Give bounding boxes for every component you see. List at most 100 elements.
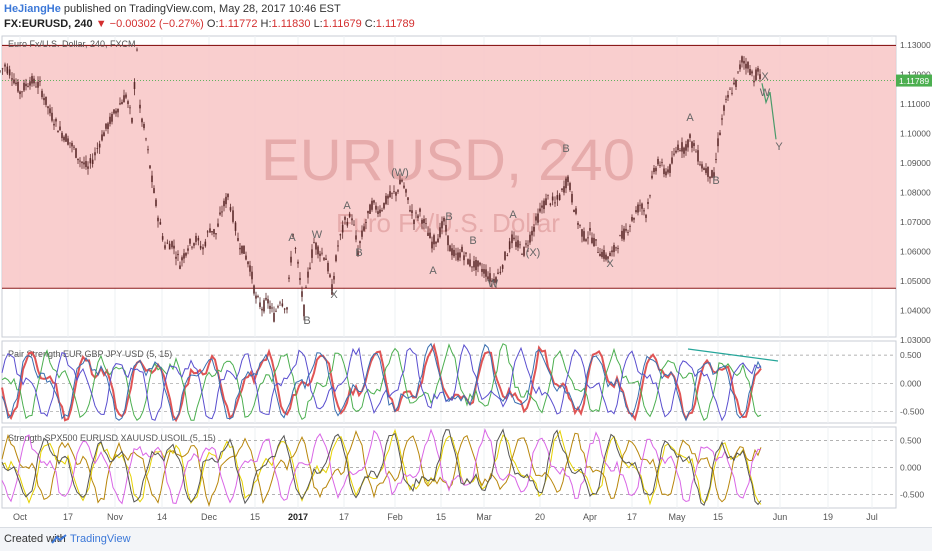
low-label: L:	[313, 18, 323, 30]
candle-body	[133, 82, 136, 90]
candle-body	[673, 153, 675, 155]
candle-body	[136, 49, 138, 51]
candle-body	[629, 226, 631, 227]
candle-body	[495, 277, 497, 283]
candle-body	[647, 201, 649, 204]
x-tick: Oct	[13, 512, 28, 522]
candle-body	[6, 66, 9, 74]
candle-body	[117, 108, 119, 113]
candle-body	[259, 302, 261, 307]
x-tick: Dec	[201, 512, 218, 522]
candle-body	[605, 254, 607, 260]
candle-body	[579, 224, 581, 226]
y-tick-main-1: 1.12000	[900, 69, 931, 79]
x-tick: 17	[627, 512, 637, 522]
candle-body	[79, 160, 81, 162]
candle-body	[292, 233, 294, 237]
chart-watermark: EURUSD, 240	[261, 128, 635, 193]
candle-body	[723, 105, 725, 111]
candle-body	[297, 261, 299, 264]
candle-body	[749, 68, 751, 75]
candle-body	[327, 262, 329, 272]
candle-body	[511, 234, 513, 244]
candle-body	[441, 221, 443, 229]
candle-body	[425, 223, 427, 225]
candle-body	[363, 226, 365, 231]
candle-body	[249, 265, 251, 272]
candle-body	[77, 158, 79, 161]
candle-body	[377, 211, 379, 214]
candle-body	[381, 210, 383, 211]
candle-body	[181, 257, 183, 261]
candle-body	[39, 81, 41, 82]
candle-body	[687, 139, 689, 148]
wave-label: B	[303, 315, 310, 327]
candle-body	[155, 199, 157, 207]
candle-body	[733, 82, 735, 85]
candle-body	[707, 166, 709, 177]
strength-title: Strength SPX500 EURUSD XAUUSD USOIL (5, …	[8, 433, 216, 443]
candle-body	[619, 235, 621, 237]
strength-tick-0: 0.500	[900, 436, 922, 446]
candle-body	[237, 238, 239, 241]
candle-body	[379, 209, 381, 214]
publish-info: published on TradingView.com, May 28, 20…	[63, 3, 341, 15]
candle-body	[585, 239, 587, 241]
candle-body	[705, 168, 707, 173]
candle-body	[107, 123, 109, 129]
candle-body	[351, 218, 353, 221]
x-tick: 17	[63, 512, 73, 522]
candle-body	[401, 180, 403, 182]
candle-body	[727, 94, 729, 98]
candle-body	[375, 205, 377, 210]
candle-body	[263, 300, 265, 312]
candle-body	[115, 110, 117, 114]
candle-body	[545, 198, 547, 206]
candle-body	[241, 245, 243, 254]
wave-label: B	[445, 211, 452, 223]
candle-body	[45, 96, 47, 105]
tradingview-brand-link[interactable]: TradingView	[70, 533, 131, 545]
candle-body	[253, 285, 255, 294]
candle-body	[531, 230, 533, 236]
pair-strength-series-eur	[1, 342, 762, 423]
candle-body	[554, 202, 556, 204]
wave-label: W	[488, 278, 499, 290]
candle-body	[543, 200, 545, 210]
candle-body	[121, 102, 123, 105]
candle-body	[217, 223, 219, 227]
candle-body	[164, 245, 166, 249]
created-with-label: Created with	[4, 533, 66, 545]
candle-body	[627, 232, 629, 233]
chart-area[interactable]: EURUSD, 240 Euro Fx/U.S. Dollar Euro Fx/U.…	[0, 0, 932, 527]
tradingview-logo-icon[interactable]	[51, 534, 67, 544]
candle-body	[331, 284, 333, 295]
candle-body	[101, 134, 103, 141]
candle-body	[617, 248, 619, 249]
candle-body	[15, 82, 17, 85]
candle-body	[199, 245, 202, 249]
candle-body	[549, 203, 552, 205]
candle-body	[669, 164, 671, 173]
candle-body	[234, 222, 237, 231]
candle-body	[675, 150, 677, 153]
candle-body	[355, 235, 357, 240]
candle-body	[111, 113, 113, 122]
candle-body	[339, 234, 342, 236]
candle-body	[168, 243, 171, 250]
candle-body	[465, 252, 467, 254]
candle-body	[94, 152, 96, 156]
candle-body	[85, 161, 87, 168]
candle-body	[177, 253, 179, 256]
candle-body	[645, 214, 647, 218]
candle-body	[191, 246, 193, 248]
candle-body	[346, 221, 349, 226]
candle-body	[51, 112, 53, 121]
candle-body	[357, 250, 359, 256]
candle-body	[601, 251, 603, 258]
candle-body	[161, 236, 164, 240]
candle-body	[567, 176, 569, 182]
author-name[interactable]: HeJiangHe	[4, 3, 61, 15]
candle-body	[595, 239, 597, 241]
candle-body	[525, 243, 527, 245]
